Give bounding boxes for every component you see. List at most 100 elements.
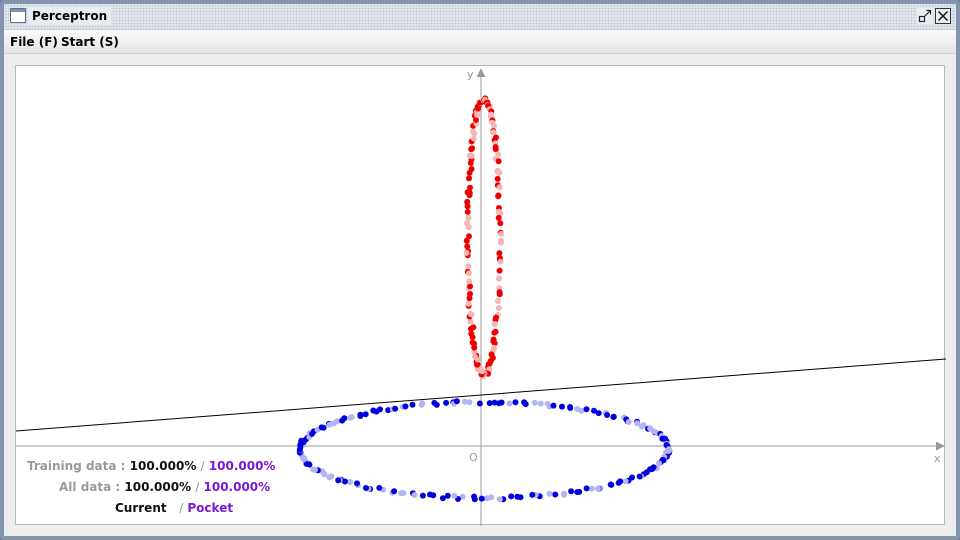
title-bar[interactable]: Perceptron xyxy=(4,4,956,30)
training-data-stat: Training data : 100.000% / 100.000% xyxy=(27,458,275,474)
origin-label: O xyxy=(469,451,478,464)
positive-point xyxy=(467,283,473,290)
positive-point xyxy=(467,290,473,297)
negative-point xyxy=(310,466,317,473)
positive-point xyxy=(491,329,498,336)
positive-point xyxy=(497,210,504,217)
positive-point xyxy=(495,214,502,221)
negative-point xyxy=(354,480,360,487)
positive-point xyxy=(469,145,476,152)
negative-point xyxy=(559,403,565,410)
negative-point xyxy=(303,460,310,467)
positive-point xyxy=(491,321,498,327)
all-data-label: All data : xyxy=(59,480,121,494)
negative-point xyxy=(522,401,529,408)
positive-point xyxy=(464,203,471,210)
menu-file[interactable]: File (F) xyxy=(10,35,58,49)
positive-point xyxy=(468,153,475,159)
negative-point xyxy=(604,412,611,418)
negative-point xyxy=(433,401,440,408)
positive-point xyxy=(491,340,498,347)
positive-point xyxy=(495,151,502,158)
negative-point xyxy=(439,495,446,502)
negative-point xyxy=(568,488,575,495)
positive-point xyxy=(494,175,501,182)
negative-point xyxy=(583,406,590,413)
menu-start[interactable]: Start (S) xyxy=(61,35,119,49)
positive-point xyxy=(470,135,477,142)
separator: / xyxy=(195,480,200,494)
negative-point xyxy=(377,406,383,413)
negative-point xyxy=(496,496,503,503)
negative-point xyxy=(451,492,458,499)
positive-point xyxy=(495,298,502,305)
window-title: Perceptron xyxy=(28,7,112,25)
negative-point xyxy=(529,491,536,498)
training-pocket-value: 100.000% xyxy=(208,459,276,473)
close-button[interactable] xyxy=(935,8,951,24)
restore-button[interactable] xyxy=(917,8,933,24)
negative-point xyxy=(347,414,354,421)
negative-point xyxy=(320,424,327,431)
legend-current: Current xyxy=(115,501,167,515)
negative-point xyxy=(459,493,466,500)
negative-point xyxy=(514,493,521,500)
negative-point xyxy=(625,419,632,425)
negative-point xyxy=(402,403,409,410)
positive-point xyxy=(492,146,499,153)
positive-point xyxy=(466,233,472,240)
negative-point xyxy=(484,495,490,502)
negative-point xyxy=(341,415,348,422)
negative-point xyxy=(392,405,399,412)
positive-point xyxy=(465,214,472,221)
positive-point xyxy=(497,220,504,227)
positive-point xyxy=(464,219,470,226)
positive-point xyxy=(497,239,504,246)
positive-point xyxy=(464,198,471,205)
negative-point xyxy=(595,410,602,417)
negative-point xyxy=(622,478,629,485)
negative-point xyxy=(476,400,483,407)
negative-points xyxy=(296,398,673,503)
negative-point xyxy=(411,492,418,498)
negative-point xyxy=(427,491,433,498)
negative-point xyxy=(462,398,468,405)
positive-point xyxy=(465,300,472,307)
positive-point xyxy=(466,295,473,302)
all-current-value: 100.000% xyxy=(124,480,192,494)
positive-point xyxy=(468,325,474,332)
legend-pocket: Pocket xyxy=(187,501,234,515)
negative-point xyxy=(362,411,369,418)
negative-point xyxy=(471,493,478,500)
decision-boundary xyxy=(16,358,946,432)
negative-point xyxy=(640,422,647,429)
positive-point xyxy=(496,275,502,282)
positive-point xyxy=(468,311,475,318)
negative-point xyxy=(385,407,392,414)
positive-point xyxy=(468,166,475,172)
perceptron-plot[interactable]: x y O xyxy=(16,66,946,526)
all-pocket-value: 100.000% xyxy=(203,480,271,494)
positive-point xyxy=(496,291,503,298)
negative-point xyxy=(443,399,450,406)
negative-point xyxy=(486,400,493,407)
positive-points xyxy=(463,95,505,380)
positive-point xyxy=(464,208,471,215)
positive-point xyxy=(465,263,472,270)
negative-point xyxy=(649,466,655,473)
negative-point xyxy=(537,400,544,407)
positive-point xyxy=(467,318,474,325)
negative-point xyxy=(376,484,383,491)
positive-point xyxy=(472,353,478,360)
negative-point xyxy=(363,485,369,491)
negative-point xyxy=(578,407,585,414)
positive-point xyxy=(466,189,473,196)
negative-point xyxy=(512,399,519,406)
plot-panel[interactable]: x y O Training data : 100.000% / 100.000… xyxy=(15,65,946,526)
positive-point xyxy=(466,278,473,285)
negative-point xyxy=(656,460,662,467)
negative-point xyxy=(583,485,590,492)
separator: / xyxy=(200,459,205,473)
all-data-stat: All data : 100.000% / 100.000% xyxy=(59,479,270,495)
negative-point xyxy=(561,490,567,497)
